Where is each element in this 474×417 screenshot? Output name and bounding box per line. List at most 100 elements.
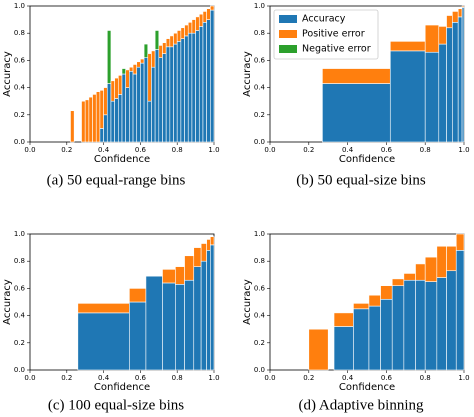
y-tick-label: 1.0 bbox=[254, 230, 265, 238]
y-tick-label: 0.0 bbox=[254, 366, 265, 374]
bar-segment bbox=[206, 19, 211, 143]
bar-segment bbox=[415, 279, 426, 371]
bar-segment bbox=[424, 51, 440, 143]
bar-segment bbox=[198, 13, 204, 27]
x-tick-label: 0.6 bbox=[381, 374, 393, 382]
legend-swatch bbox=[279, 15, 297, 23]
x-tick-label: 0.0 bbox=[24, 374, 35, 382]
bar-segment bbox=[169, 46, 174, 143]
y-tick-label: 0.0 bbox=[14, 366, 25, 374]
bar-segment bbox=[206, 239, 211, 251]
bar-segment bbox=[198, 26, 204, 143]
legend-box bbox=[273, 9, 379, 60]
x-tick-label: 0.4 bbox=[342, 146, 354, 154]
subplot: 0.0 0.2 0.4 0.6 0.8 1.0 0.0 0.2 0.4 0.6 0.8 1.0 Conf… bbox=[2, 2, 220, 188]
bar-segment bbox=[210, 244, 215, 371]
bar-segment bbox=[103, 87, 108, 116]
bar-segment bbox=[106, 83, 112, 143]
y-axis-label: Accuracy bbox=[242, 279, 253, 325]
x-axis-label: Confidence bbox=[94, 382, 150, 393]
bar-segment bbox=[180, 27, 185, 39]
bar-segment bbox=[114, 77, 119, 99]
bar-segment bbox=[136, 61, 141, 68]
caption: (b) 50 equal-size bins bbox=[296, 172, 426, 188]
bar-segment bbox=[77, 312, 130, 371]
bar-segment bbox=[165, 46, 171, 143]
bar-segment bbox=[446, 270, 457, 371]
bar-segment bbox=[121, 68, 126, 75]
bar-segment bbox=[436, 245, 447, 278]
bar-segment bbox=[187, 32, 193, 143]
bar-segment bbox=[389, 50, 426, 143]
y-tick-label: 0.4 bbox=[14, 312, 26, 320]
bar-segment bbox=[158, 57, 163, 143]
x-tick-label: 0.6 bbox=[381, 146, 393, 154]
bar-segment bbox=[415, 263, 426, 281]
y-tick-label: 0.2 bbox=[254, 339, 265, 347]
x-tick-label: 0.0 bbox=[264, 374, 275, 382]
bar-segment bbox=[121, 73, 126, 143]
bar-segment bbox=[162, 269, 176, 284]
bar-segment bbox=[202, 22, 207, 143]
y-tick-label: 0.8 bbox=[14, 257, 25, 265]
bar-segment bbox=[436, 277, 447, 371]
bar-segment bbox=[446, 27, 453, 143]
x-tick-label: 0.0 bbox=[24, 146, 35, 154]
bar-segment bbox=[308, 328, 329, 371]
bar-segment bbox=[143, 57, 149, 143]
y-axis-label: Accuracy bbox=[242, 51, 253, 97]
bar-segment bbox=[143, 43, 149, 58]
bar-segment bbox=[140, 62, 145, 143]
bar-segment bbox=[173, 43, 178, 143]
bar-segment bbox=[95, 91, 101, 143]
bar-segment bbox=[353, 308, 370, 371]
bar-segment bbox=[162, 42, 167, 54]
bar-segment bbox=[92, 94, 97, 143]
y-tick-label: 1.0 bbox=[254, 2, 265, 10]
bar-segment bbox=[70, 110, 75, 143]
bar-segment bbox=[176, 30, 182, 42]
x-tick-label: 0.4 bbox=[342, 374, 354, 382]
x-tick-label: 1.0 bbox=[208, 146, 219, 154]
y-tick-label: 0.4 bbox=[254, 84, 266, 92]
bar-segment bbox=[202, 11, 207, 23]
bar-segment bbox=[322, 83, 391, 143]
bar-segment bbox=[118, 94, 123, 143]
bar-segment bbox=[175, 284, 185, 371]
bar-segment bbox=[424, 281, 438, 371]
bar-segment bbox=[132, 73, 138, 143]
bar-segment bbox=[175, 266, 185, 285]
bar-segment bbox=[446, 245, 457, 272]
bar-segment bbox=[173, 32, 178, 45]
bar-segment bbox=[457, 16, 463, 143]
bar-segment bbox=[210, 5, 215, 11]
y-axis-label: Accuracy bbox=[2, 279, 13, 325]
bar-segment bbox=[88, 96, 93, 143]
bar-segment bbox=[110, 80, 115, 102]
bar-segment bbox=[380, 285, 393, 300]
legend-label: Negative error bbox=[302, 44, 371, 55]
bar-segment bbox=[114, 98, 119, 143]
bar-segment bbox=[125, 69, 130, 88]
y-tick-label: 0.4 bbox=[14, 84, 26, 92]
bar-segment bbox=[461, 7, 465, 143]
x-tick-label: 1.0 bbox=[458, 146, 469, 154]
bar-segment bbox=[154, 30, 160, 50]
bar-segment bbox=[368, 294, 381, 307]
bar-segment bbox=[368, 305, 381, 371]
y-tick-label: 0.6 bbox=[254, 56, 266, 64]
bar-segment bbox=[129, 66, 134, 72]
bar-segment bbox=[333, 312, 354, 327]
bar-segment bbox=[193, 266, 202, 371]
bar-segment bbox=[191, 19, 196, 34]
bar-segment bbox=[452, 11, 459, 23]
bar-segment bbox=[158, 45, 163, 58]
bar-segment bbox=[129, 288, 147, 303]
bar-segment bbox=[151, 50, 156, 68]
x-tick-label: 0.8 bbox=[420, 146, 431, 154]
bar-segment bbox=[210, 9, 215, 143]
bar-segment bbox=[455, 250, 465, 371]
x-tick-label: 0.0 bbox=[264, 146, 275, 154]
x-axis-label: Confidence bbox=[339, 154, 395, 165]
x-tick-label: 0.8 bbox=[172, 374, 183, 382]
